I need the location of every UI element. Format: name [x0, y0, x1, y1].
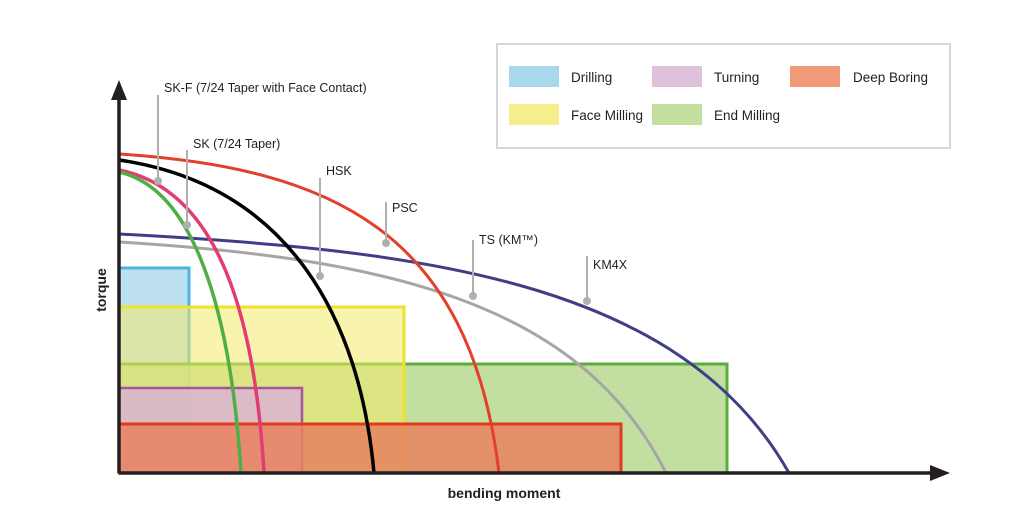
psc-marker: [382, 239, 390, 247]
legend: Drilling Turning Deep Boring Face Millin…: [496, 43, 951, 149]
sk-f-marker: [154, 177, 162, 185]
capacity-curves: [118, 152, 791, 474]
axes: bending moment torque: [93, 80, 950, 501]
legend-label-face-milling: Face Milling: [571, 108, 643, 123]
legend-swatch-deep-boring: [790, 66, 840, 87]
curve-labels: SK-F (7/24 Taper with Face Contact) SK (…: [164, 81, 628, 272]
application-regions: [117, 266, 729, 475]
km4x-curve: [118, 232, 791, 474]
sk-f-curve: [118, 170, 243, 474]
callouts: [154, 95, 591, 305]
legend-label-end-milling: End Milling: [714, 108, 780, 123]
sk-marker: [183, 221, 191, 229]
km4x-marker: [583, 297, 591, 305]
hsk-label: HSK: [326, 164, 352, 178]
psc-curve: [118, 152, 501, 474]
legend-label-deep-boring: Deep Boring: [853, 70, 928, 85]
ts-marker: [469, 292, 477, 300]
ts-curve: [118, 240, 668, 474]
legend-swatch-face-milling: [509, 104, 559, 125]
legend-label-turning: Turning: [714, 70, 759, 85]
y-axis-label: torque: [93, 268, 109, 312]
y-axis-arrow: [111, 80, 127, 100]
legend-swatch-turning: [652, 66, 702, 87]
legend-label-drilling: Drilling: [571, 70, 612, 85]
hsk-marker: [316, 272, 324, 280]
km4x-label: KM4X: [593, 258, 628, 272]
psc-label: PSC: [392, 201, 418, 215]
x-axis-label: bending moment: [448, 485, 561, 501]
hsk-curve: [118, 158, 376, 474]
x-axis-arrow: [930, 465, 950, 481]
ts-label: TS (KM™): [479, 233, 538, 247]
sk-label: SK (7/24 Taper): [193, 137, 280, 151]
sk-f-label: SK-F (7/24 Taper with Face Contact): [164, 81, 367, 95]
legend-swatch-drilling: [509, 66, 559, 87]
legend-swatch-end-milling: [652, 104, 702, 125]
legend-box: [496, 43, 951, 149]
